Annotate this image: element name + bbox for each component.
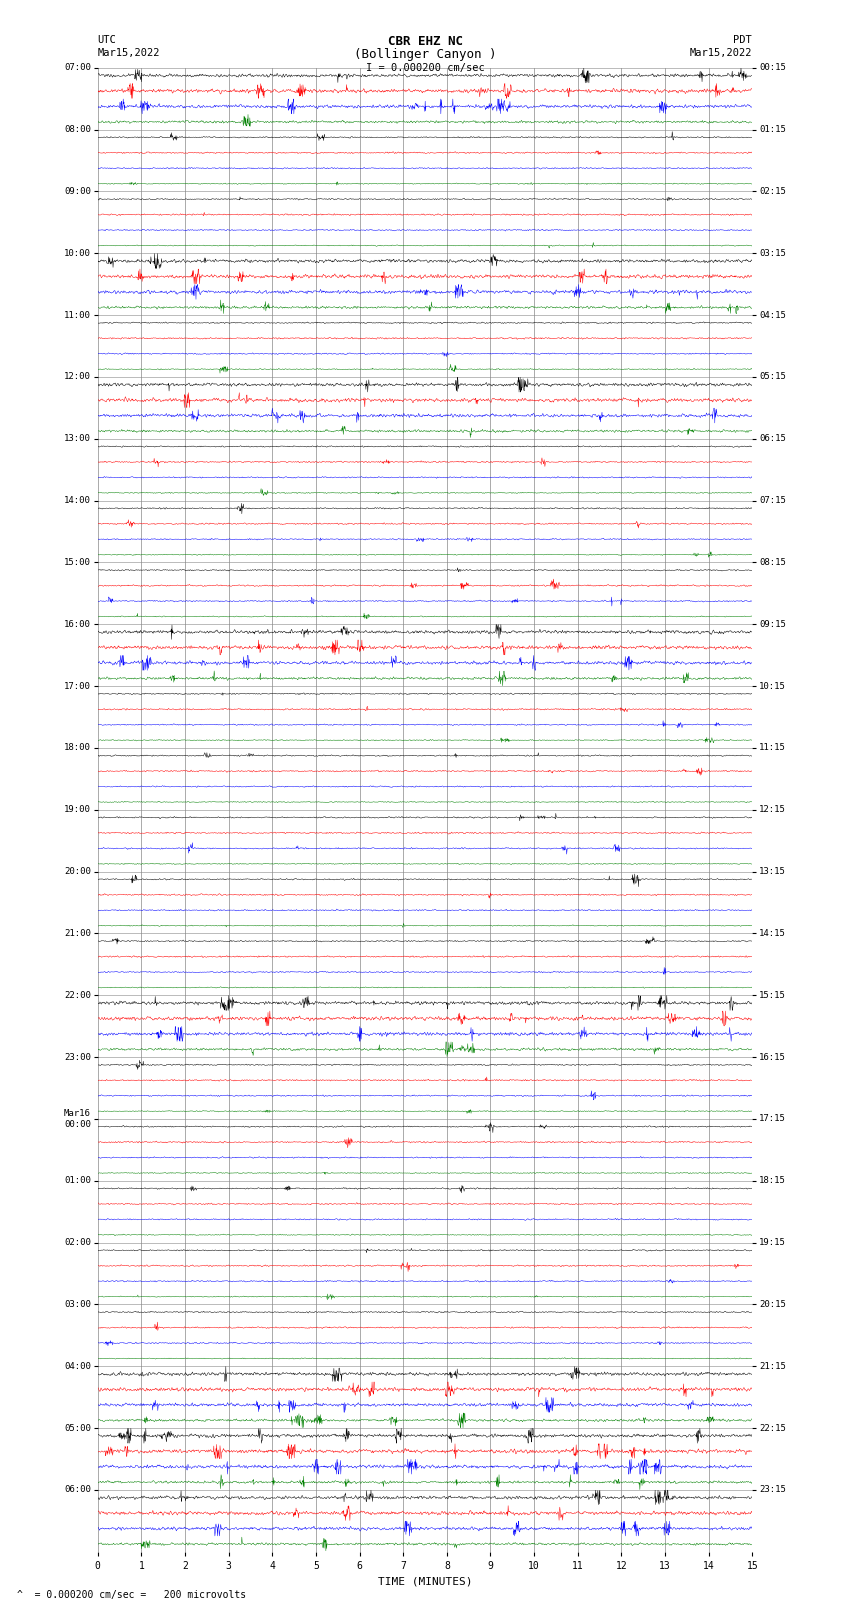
- Text: (Bollinger Canyon ): (Bollinger Canyon ): [354, 48, 496, 61]
- Text: I = 0.000200 cm/sec: I = 0.000200 cm/sec: [366, 63, 484, 73]
- Text: ^  = 0.000200 cm/sec =   200 microvolts: ^ = 0.000200 cm/sec = 200 microvolts: [17, 1590, 246, 1600]
- Text: PDT: PDT: [734, 35, 752, 45]
- Text: UTC: UTC: [98, 35, 116, 45]
- Text: CBR EHZ NC: CBR EHZ NC: [388, 35, 462, 48]
- X-axis label: TIME (MINUTES): TIME (MINUTES): [377, 1576, 473, 1586]
- Text: Mar15,2022: Mar15,2022: [98, 48, 161, 58]
- Text: Mar15,2022: Mar15,2022: [689, 48, 752, 58]
